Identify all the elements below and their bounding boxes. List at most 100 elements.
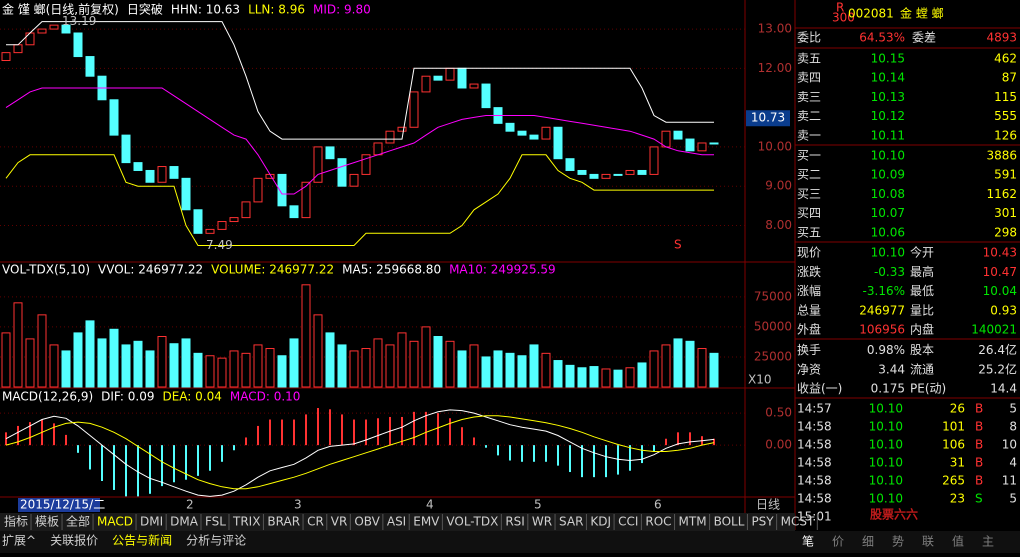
indicator-tab[interactable]: 模板 [35,515,59,529]
frame [0,0,1020,530]
x-tick-label: 5 [534,498,542,512]
candle [529,134,539,140]
indicator-tab[interactable]: ROC [645,515,671,529]
panel-tab[interactable]: 联 [922,535,934,549]
x-tick-label: 6 [654,498,662,512]
panel-header: MID: 9.80 [313,3,371,17]
quote-cell: 股本 [910,343,934,357]
candle [241,201,251,219]
indicator-tab[interactable]: OBV [354,515,380,529]
candle [325,146,335,160]
panel-tab[interactable]: 主 [982,535,994,549]
quote-cell: 净资 [797,362,821,376]
quote-cell: 10.10 [869,402,903,416]
link-tab[interactable]: 扩展^ [2,534,36,548]
quote-cell: 462 [994,52,1017,66]
indicator-tab[interactable]: RSI [505,515,525,529]
quote-cell: 0.93 [990,303,1017,317]
quote-cell: 14:58 [797,438,832,452]
period-label: 日线 [756,498,780,512]
indicator-tab[interactable]: DMI [140,515,163,529]
quote-cell: 10.10 [869,492,903,506]
indicator-tab[interactable]: 全部 [66,514,90,529]
volume-bar [469,344,479,388]
volume-bar [481,356,491,388]
volume-bar [301,284,311,388]
panel-tab[interactable]: 笔 [802,534,814,549]
quote-cell: 涨幅 [797,283,821,298]
price-marker [746,110,790,127]
quote-cell: 量比 [910,303,934,317]
indicator-tab[interactable]: BRAR [267,515,300,529]
link-tab[interactable]: 关联报价 [50,533,98,548]
volume-bar [493,350,503,388]
link-tab[interactable]: 公告与新闻 [112,533,172,548]
annotation: S [674,238,682,252]
volume-bar [85,320,95,388]
indicator-tab[interactable]: CCI [618,515,638,529]
indicator-tab[interactable]: MCST [781,515,815,529]
indicator-tab[interactable]: MACD [97,515,133,529]
volume-bar [25,338,35,388]
quote-cell: 87 [1002,71,1017,85]
indicator-tab[interactable]: BOLL [714,515,745,529]
link-tab[interactable]: 分析与评论 [186,534,246,548]
quote-cell: 10.15 [871,52,905,66]
candle [229,217,239,223]
panel-tab[interactable]: 细 [862,535,874,549]
indicator-tab[interactable]: 指标 [4,514,28,529]
quote-cell: S [975,492,983,506]
indicator-tab[interactable]: PSY [751,515,774,529]
candle [589,173,599,179]
quote-cell: 0.175 [871,382,905,396]
quote-cell: B [975,474,983,488]
cursor-date: 2015/12/15/二 [20,498,105,512]
indicator-tab[interactable]: EMV [413,515,440,529]
quote-cell: 14:58 [797,420,832,434]
indicator-tab[interactable]: VOL-TDX [446,515,498,529]
candle [121,134,131,164]
quote-cell: 买三 [797,187,821,201]
volume-bar [61,350,71,388]
volume-bar [289,338,299,388]
indicator-tab[interactable]: VR [331,515,348,529]
indicator-tab[interactable]: WR [532,515,552,529]
volume-bar [397,332,407,388]
indicator-tab[interactable]: KDJ [590,515,611,529]
volume-bar [133,340,143,388]
candle [541,126,551,140]
indicator-tab[interactable]: MTM [679,515,707,529]
indicator-tab[interactable]: CR [307,515,324,529]
indicator-tab[interactable]: ASI [387,515,406,529]
y-tick-label: 75000 [754,289,792,303]
candle [457,67,467,89]
candle [169,166,179,179]
quote-cell: 10.07 [871,206,905,220]
candle [61,24,71,34]
quote-cell: 10 [1002,438,1017,452]
quote-cell: 23 [950,492,965,506]
volume-bar [589,366,599,388]
panel-tab[interactable]: 价 [832,535,844,549]
indicator-tab[interactable]: SAR [559,515,583,529]
quote-cell: 5 [1009,492,1017,506]
tab-bar [0,513,795,531]
candle [289,205,299,219]
quote-cell: 10.10 [871,149,905,163]
indicator-tab[interactable]: TRIX [232,515,260,529]
quote-cell: 115 [994,90,1017,104]
quote-cell: 246977 [859,303,905,317]
candle [349,173,359,187]
candle [685,138,695,152]
quote-cell: 64.53% [859,31,905,45]
indicator-tab[interactable]: FSL [205,515,226,529]
volume-bar [577,367,587,388]
quote-cell: B [975,420,983,434]
panel-tab[interactable]: 值 [952,534,964,549]
quote-cell: 卖五 [797,52,821,66]
indicator-tab[interactable]: DMA [170,515,199,529]
panel-tab[interactable]: 势 [892,535,904,549]
volume-bar [697,348,707,388]
quote-cell: 26 [950,402,965,416]
quote-cell: 买五 [797,225,821,239]
